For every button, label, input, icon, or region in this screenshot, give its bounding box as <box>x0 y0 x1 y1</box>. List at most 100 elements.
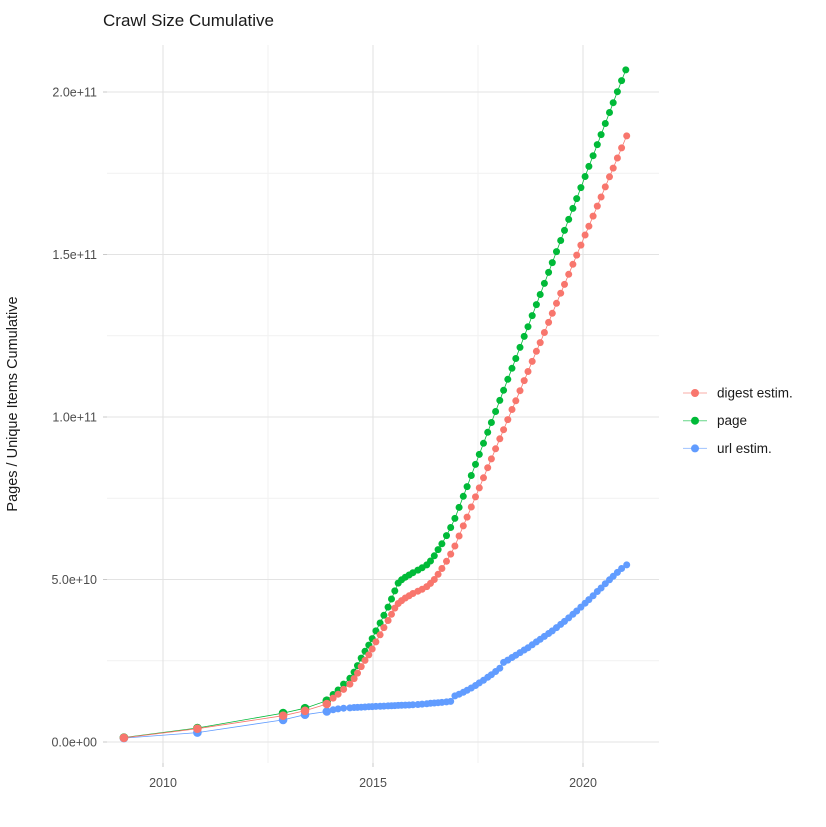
data-point <box>520 377 528 385</box>
data-point <box>472 460 479 468</box>
data-point <box>300 706 310 716</box>
data-point <box>472 493 479 501</box>
chart-title: Crawl Size Cumulative <box>103 11 274 30</box>
legend-label-url-estim: url estim. <box>717 441 772 456</box>
data-point <box>565 270 573 278</box>
data-point <box>577 184 585 192</box>
data-point <box>573 195 581 203</box>
data-point <box>516 387 524 395</box>
data-point <box>561 280 568 288</box>
data-point <box>540 329 548 336</box>
series-url-estim <box>119 561 631 743</box>
data-point <box>451 514 459 522</box>
legend-key-dot <box>691 444 699 453</box>
data-point <box>553 248 560 256</box>
y-tick-label-3: 1.5e+11 <box>52 248 97 262</box>
data-point <box>447 524 455 531</box>
data-point <box>384 603 392 611</box>
data-point <box>504 416 512 424</box>
data-point <box>492 408 500 415</box>
data-point <box>475 484 483 492</box>
data-point <box>609 164 617 172</box>
data-point <box>613 154 621 162</box>
data-point <box>467 472 475 479</box>
data-point <box>492 445 500 453</box>
data-point <box>589 592 597 600</box>
data-point <box>561 226 568 234</box>
data-point <box>618 565 626 572</box>
data-point <box>524 368 532 375</box>
data-point <box>585 162 593 170</box>
y-axis-title: Pages / Unique Items Cumulative <box>5 296 21 511</box>
data-point <box>322 699 332 709</box>
data-point <box>380 611 388 619</box>
data-point <box>193 724 202 733</box>
data-point <box>585 222 593 230</box>
data-point <box>340 704 348 712</box>
data-point <box>376 619 384 627</box>
data-point <box>597 131 605 139</box>
x-tick-label-2015: 2015 <box>359 776 387 790</box>
data-point <box>557 237 565 244</box>
data-point <box>346 680 354 688</box>
data-point <box>455 503 463 511</box>
data-point <box>613 88 621 96</box>
data-point <box>322 707 332 716</box>
data-point <box>334 690 342 698</box>
data-point <box>430 552 438 560</box>
data-point <box>354 669 361 677</box>
data-point <box>532 301 540 309</box>
data-point <box>623 561 631 569</box>
data-point <box>443 532 450 540</box>
data-point <box>350 675 358 683</box>
legend-keys-layer <box>683 389 707 453</box>
y-tick-label-2: 1.0e+11 <box>52 411 97 425</box>
data-point <box>577 241 585 249</box>
data-point <box>388 595 395 603</box>
legend-key-dot <box>691 416 699 425</box>
data-point <box>329 694 337 702</box>
data-point <box>459 492 467 500</box>
data-point <box>384 617 392 624</box>
data-point <box>278 711 288 720</box>
data-point <box>391 587 399 595</box>
data-point <box>622 66 630 74</box>
data-point <box>512 397 520 405</box>
data-point <box>545 268 553 276</box>
data-point <box>500 426 508 434</box>
data-point <box>618 77 626 85</box>
data-point <box>609 99 617 107</box>
data-point <box>536 291 544 298</box>
data-point <box>508 406 516 413</box>
data-point <box>520 332 528 340</box>
data-point <box>504 375 512 383</box>
data-point <box>376 631 384 639</box>
data-point <box>553 299 560 307</box>
data-point <box>409 701 417 709</box>
data-point <box>496 435 504 443</box>
data-point <box>447 550 455 558</box>
series-digest-estim <box>119 132 631 743</box>
data-point <box>597 193 605 201</box>
series-page <box>119 66 630 742</box>
data-point <box>565 215 573 223</box>
data-point <box>463 513 471 521</box>
data-point <box>557 289 565 297</box>
data-point <box>368 645 376 653</box>
data-point <box>528 357 536 365</box>
data-point <box>484 464 492 472</box>
data-point <box>569 204 577 212</box>
data-point <box>597 584 605 592</box>
data-point <box>447 697 455 705</box>
data-point <box>618 144 626 152</box>
data-point <box>581 231 589 239</box>
data-point <box>434 570 442 578</box>
data-point <box>459 522 467 530</box>
data-point <box>601 183 609 191</box>
data-point <box>516 343 524 351</box>
data-point <box>451 542 459 550</box>
data-point <box>475 450 483 458</box>
data-point <box>340 680 348 688</box>
x-tick-label-2010: 2010 <box>149 776 177 790</box>
